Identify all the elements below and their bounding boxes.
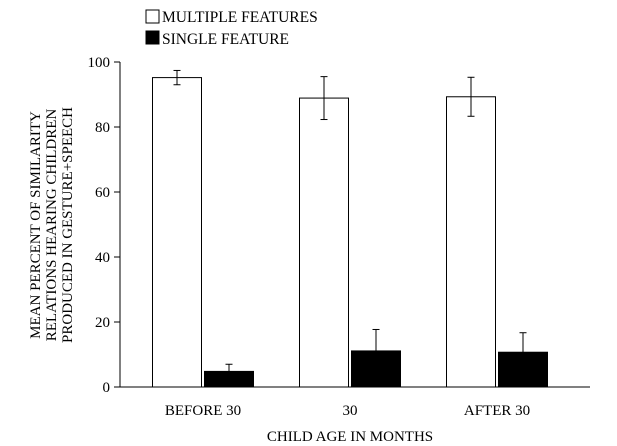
bar-multiple-features	[299, 97, 349, 388]
legend-swatch-multiple-features	[145, 9, 160, 24]
y-tick-label: 40	[95, 250, 110, 266]
bar-single-feature	[351, 350, 401, 388]
y-axis-title-line-1: MEAN PERCENT OF SIMILARITY	[28, 111, 44, 339]
y-axis-title-line-3: PRODUCED IN GESTURE+SPEECH	[60, 107, 76, 343]
x-category-label: AFTER 30	[464, 403, 530, 419]
legend-label-single-feature: SINGLE FEATURE	[162, 31, 289, 48]
bar-multiple-features	[152, 77, 202, 388]
bar-multiple-features	[446, 96, 496, 388]
y-tick-label: 0	[103, 380, 111, 396]
x-axis-title: CHILD AGE IN MONTHS	[267, 429, 433, 445]
y-tick-label: 80	[95, 120, 110, 136]
y-tick-label: 20	[95, 315, 110, 331]
y-tick-label: 100	[88, 55, 111, 71]
y-axis-title: MEAN PERCENT OF SIMILARITY RELATIONS HEA…	[28, 107, 76, 343]
y-axis-title-line-2: RELATIONS HEARING CHILDREN	[44, 109, 60, 342]
x-axis-categories: BEFORE 30 30 AFTER 30	[165, 403, 530, 419]
y-tick-label: 60	[95, 185, 110, 201]
y-axis-ticks: 0 20 40 60 80 100	[88, 55, 120, 396]
x-category-label: 30	[343, 403, 358, 419]
bars	[152, 77, 548, 388]
legend-label-multiple-features: MULTIPLE FEATURES	[162, 9, 318, 26]
x-category-label: BEFORE 30	[165, 403, 241, 419]
bar-single-feature	[498, 351, 548, 388]
legend-swatch-single-feature	[145, 30, 160, 45]
legend: MULTIPLE FEATURES SINGLE FEATURE	[145, 9, 318, 48]
error-bars	[173, 69, 527, 372]
bar-single-feature	[204, 370, 254, 388]
